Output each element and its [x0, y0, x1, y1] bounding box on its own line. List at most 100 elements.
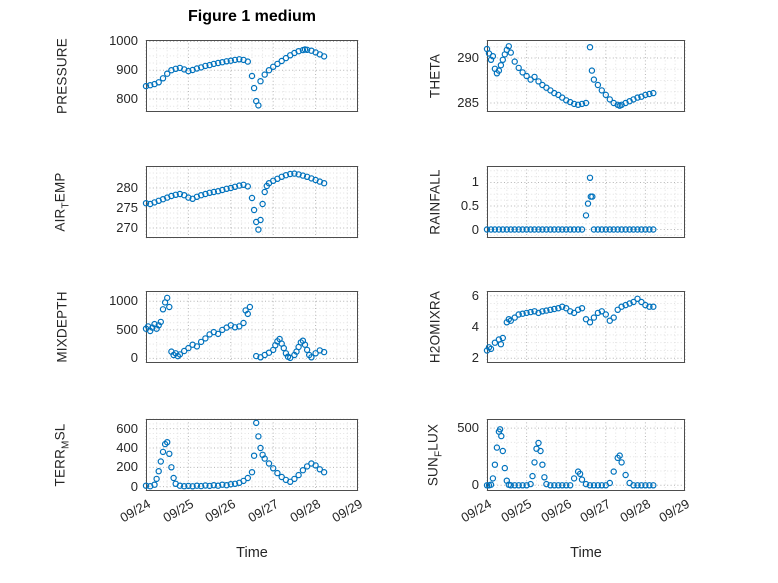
data-point-marker: [606, 96, 614, 103]
data-point-marker: [537, 447, 544, 455]
x-tick-label: 09/29: [656, 496, 693, 526]
data-point-marker: [286, 478, 294, 486]
data-point-marker: [497, 341, 505, 348]
data-point-marker: [206, 482, 213, 490]
plot-area: [142, 166, 359, 239]
y-tick-label: 800: [116, 91, 138, 107]
data-point-marker: [594, 309, 602, 317]
data-point-marker: [594, 482, 602, 489]
data-point-marker: [483, 226, 491, 233]
data-point-marker: [594, 81, 602, 89]
data-point-marker: [507, 49, 514, 56]
x-tick-label: 09/27: [577, 496, 614, 526]
data-point-marker: [541, 474, 548, 481]
data-point-marker: [269, 465, 277, 472]
data-point-marker: [630, 298, 637, 306]
data-point-marker: [248, 72, 256, 80]
data-point-marker: [299, 172, 307, 179]
data-point-marker: [535, 226, 542, 233]
plot-area: [483, 291, 686, 363]
data-point-marker: [511, 314, 518, 321]
x-tick-label: 09/25: [160, 496, 196, 526]
data-point-marker: [164, 70, 171, 77]
data-point-marker: [543, 226, 550, 233]
y-tick-label: 0: [130, 350, 138, 366]
y-tick-label: 900: [116, 62, 138, 78]
subplot-sunflux: SUNFLUX 0 500 09/24 09/25 09/26 09/27 09/28 09/2…: [426, 419, 693, 525]
data-point-marker: [255, 433, 262, 440]
data-point-marker: [634, 226, 641, 233]
data-point-marker: [547, 306, 554, 313]
data-point-marker: [308, 354, 315, 361]
data-point-marker: [240, 477, 247, 485]
data-point-marker: [555, 482, 562, 489]
data-point-marker: [582, 99, 590, 107]
data-point-marker: [248, 469, 256, 476]
data-point-marker: [606, 317, 614, 324]
data-point-marker: [320, 53, 328, 60]
data-point-marker: [157, 318, 165, 326]
data-point-marker: [507, 482, 514, 489]
data-point-marker: [257, 78, 264, 85]
data-point-marker: [185, 344, 192, 352]
y-tick-label: 1000: [109, 293, 138, 309]
data-point-marker: [558, 226, 566, 233]
data-point-marker: [646, 303, 653, 310]
x-axis-label-left: Time: [236, 545, 268, 561]
y-tick-label: 285: [457, 95, 479, 110]
plot-area: [142, 418, 359, 491]
data-point-marker: [634, 295, 641, 303]
data-point-marker: [159, 75, 167, 82]
data-point-marker: [193, 343, 201, 350]
data-point-marker: [590, 482, 598, 489]
data-point-marker: [650, 303, 657, 310]
data-point-marker: [316, 466, 323, 473]
data-point-marker: [250, 206, 258, 214]
data-point-marker: [527, 226, 534, 233]
data-point-marker: [527, 308, 534, 316]
data-point-marker: [535, 309, 542, 317]
data-point-marker: [151, 481, 158, 488]
y-tick-label: 0: [471, 477, 479, 493]
x-tick-label: 09/28: [617, 496, 653, 526]
data-point-marker: [523, 482, 530, 489]
data-point-marker: [570, 309, 578, 317]
data-point-marker: [598, 308, 606, 315]
y-tick-label: 275: [116, 200, 138, 215]
data-point-marker: [265, 67, 273, 74]
data-point-marker: [501, 464, 508, 472]
y-axis-label: AIRTEMP: [52, 172, 72, 232]
data-point-marker: [610, 468, 617, 475]
data-point-marker: [269, 63, 277, 70]
data-point-marker: [519, 482, 526, 489]
data-point-marker: [189, 483, 196, 490]
axes-box: [146, 419, 358, 491]
data-point-marker: [491, 226, 499, 233]
data-point-marker: [172, 65, 179, 72]
data-point-marker: [303, 346, 311, 354]
data-point-marker: [602, 226, 610, 233]
data-point-marker: [535, 78, 542, 85]
data-point-marker: [312, 350, 319, 357]
data-point-marker: [539, 226, 546, 233]
data-point-marker: [539, 461, 546, 468]
subplot-pressure: PRESSURE 800 900 1000: [55, 33, 359, 114]
data-point-marker: [248, 194, 256, 202]
data-point-marker: [166, 450, 173, 458]
data-point-marker: [531, 459, 538, 466]
data-point-marker: [511, 226, 518, 233]
data-point-marker: [646, 90, 653, 98]
data-point-marker: [299, 467, 307, 474]
x-axis-label-right: Time: [570, 545, 602, 561]
data-point-marker: [244, 58, 252, 65]
y-tick-label: 1000: [109, 33, 138, 49]
data-point-marker: [491, 461, 499, 468]
data-point-marker: [515, 482, 522, 489]
data-point-marker: [320, 180, 328, 187]
y-tick-label: 1: [471, 174, 479, 190]
data-point-marker: [142, 482, 150, 489]
data-point-marker: [197, 482, 205, 490]
data-point-marker: [312, 462, 319, 469]
data-point-marker: [531, 73, 538, 81]
data-point-marker: [261, 71, 268, 78]
